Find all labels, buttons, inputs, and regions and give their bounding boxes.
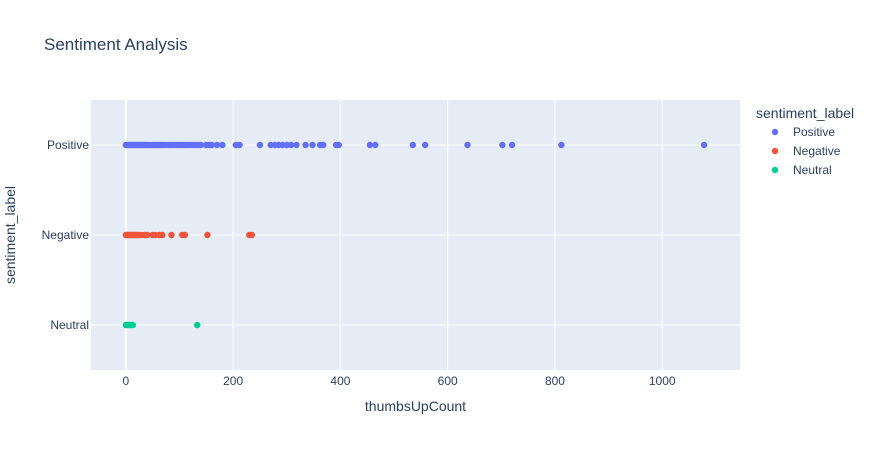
data-point-positive[interactable]	[464, 141, 471, 149]
data-point-positive[interactable]	[208, 141, 215, 149]
data-point-negative[interactable]	[159, 231, 166, 239]
data-point-positive[interactable]	[256, 141, 264, 149]
y-axis-title: sentiment_label	[2, 186, 18, 284]
x-tick-label: 400	[330, 374, 350, 388]
data-point-neutral[interactable]	[194, 321, 201, 329]
legend-item-negative[interactable]: Negative	[771, 144, 841, 158]
y-tick-label: Negative	[42, 228, 90, 242]
data-point-positive[interactable]	[213, 141, 221, 149]
data-point-positive[interactable]	[219, 141, 226, 149]
legend[interactable]: sentiment_label Positive Negative Neutral	[756, 105, 854, 177]
data-point-positive[interactable]	[320, 141, 327, 149]
data-point-positive[interactable]	[372, 141, 379, 149]
data-point-positive[interactable]	[409, 141, 417, 149]
data-point-negative[interactable]	[204, 231, 211, 239]
y-tick-label: Positive	[47, 138, 89, 152]
y-tick-label: Neutral	[50, 318, 89, 332]
legend-marker	[771, 147, 779, 155]
y-tick-labels: Positive Negative Neutral	[42, 138, 90, 332]
x-tick-labels: 0 200 400 600 800 1000	[123, 374, 676, 388]
data-point-neutral[interactable]	[129, 321, 137, 329]
data-point-positive[interactable]	[309, 141, 316, 149]
legend-label: Negative	[793, 144, 841, 158]
x-axis-title: thumbsUpCount	[365, 398, 466, 414]
x-tick-label: 600	[438, 374, 458, 388]
legend-item-neutral[interactable]: Neutral	[771, 163, 832, 177]
legend-marker	[771, 166, 779, 174]
legend-items[interactable]: Positive Negative Neutral	[771, 125, 841, 177]
data-point-positive[interactable]	[366, 141, 374, 149]
x-tick-label: 1000	[649, 374, 676, 388]
legend-item-positive[interactable]: Positive	[771, 125, 836, 139]
data-point-positive[interactable]	[197, 141, 205, 149]
data-point-positive[interactable]	[558, 141, 565, 149]
x-tick-label: 800	[545, 374, 565, 388]
data-point-negative[interactable]	[181, 231, 189, 239]
x-tick-label: 200	[223, 374, 243, 388]
data-points	[122, 141, 708, 329]
data-point-negative[interactable]	[168, 231, 175, 239]
legend-marker	[771, 128, 779, 136]
legend-title: sentiment_label	[756, 105, 854, 121]
data-point-positive[interactable]	[335, 141, 342, 149]
data-point-positive[interactable]	[508, 141, 516, 149]
data-point-positive[interactable]	[236, 141, 243, 149]
data-point-negative[interactable]	[144, 231, 151, 239]
x-tick-label: 0	[123, 374, 130, 388]
data-point-positive[interactable]	[421, 141, 429, 149]
data-point-positive[interactable]	[293, 141, 300, 149]
data-point-positive[interactable]	[499, 141, 506, 149]
data-point-positive[interactable]	[700, 141, 708, 149]
data-point-positive[interactable]	[302, 141, 309, 149]
data-point-negative[interactable]	[248, 231, 256, 239]
legend-label: Positive	[793, 125, 835, 139]
legend-label: Neutral	[793, 163, 832, 177]
chart-title: Sentiment Analysis	[44, 35, 188, 54]
data-point-positive[interactable]	[287, 141, 295, 149]
